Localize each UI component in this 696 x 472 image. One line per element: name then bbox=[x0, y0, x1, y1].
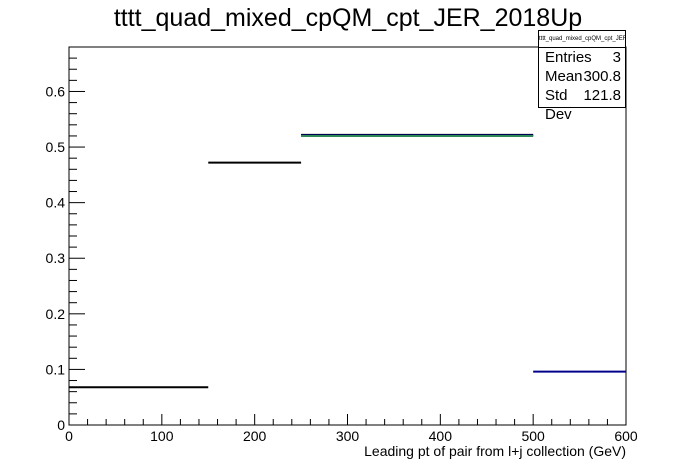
stats-entries-row: Entries 3 bbox=[539, 48, 625, 67]
x-tick-label: 600 bbox=[614, 428, 638, 444]
chart-title: tttt_quad_mixed_cpQM_cpt_JER_2018Up bbox=[113, 4, 583, 32]
stats-entries-value: 3 bbox=[612, 49, 621, 66]
y-tick-label: 0.2 bbox=[46, 306, 66, 322]
stats-stddev-row: Std Dev 121.8 bbox=[539, 86, 625, 124]
stats-mean-row: Mean 300.8 bbox=[539, 67, 625, 86]
x-tick-label: 500 bbox=[521, 428, 545, 444]
y-tick-label: 0.3 bbox=[46, 250, 66, 266]
stats-entries-label: Entries bbox=[545, 49, 592, 66]
x-axis: 0 100 200 300 400 500 600 bbox=[65, 414, 638, 444]
stats-box: tttt_quad_mixed_cpQM_cpt_JER_2018Up Entr… bbox=[538, 30, 626, 123]
x-tick-label: 0 bbox=[65, 428, 73, 444]
stats-stddev-value: 121.8 bbox=[583, 87, 621, 104]
y-tick-label: 0.1 bbox=[46, 361, 66, 377]
stats-mean-value: 300.8 bbox=[583, 68, 621, 85]
stats-mean-label: Mean bbox=[545, 68, 583, 85]
histogram-bins bbox=[69, 133, 626, 389]
y-tick-label: 0.6 bbox=[46, 83, 66, 99]
x-tick-label: 400 bbox=[429, 428, 453, 444]
x-tick-label: 100 bbox=[150, 428, 174, 444]
x-axis-label: Leading pt of pair from l+j collection (… bbox=[364, 443, 626, 459]
x-tick-label: 300 bbox=[336, 428, 360, 444]
y-tick-label: 0 bbox=[57, 417, 65, 433]
y-axis: 0 0.1 0.2 0.3 0.4 0.5 0.6 bbox=[46, 57, 85, 433]
x-tick-label: 200 bbox=[243, 428, 267, 444]
stats-stddev-label: Std Dev bbox=[545, 87, 572, 123]
y-tick-label: 0.4 bbox=[46, 195, 66, 211]
y-tick-label: 0.5 bbox=[46, 139, 66, 155]
stats-title: tttt_quad_mixed_cpQM_cpt_JER_2018Up bbox=[539, 31, 625, 48]
